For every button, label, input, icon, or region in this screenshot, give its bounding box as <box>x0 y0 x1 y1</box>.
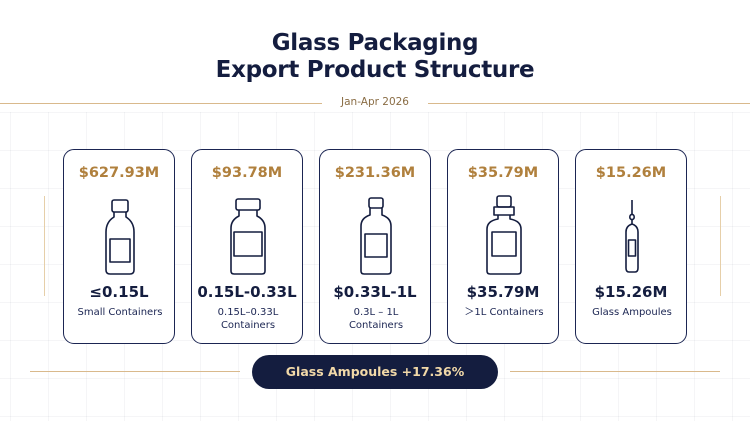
title-line-1: Glass Packaging <box>271 30 479 56</box>
large-bottle-icon <box>486 195 522 275</box>
pill-rule-right <box>510 371 720 372</box>
page-title: Glass Packaging Export Product Structure <box>0 30 750 84</box>
card-glass-ampoules: $15.26M $15.26M Glass Ampoules <box>575 149 687 344</box>
card-description: Glass Ampoules <box>592 307 672 318</box>
highlight-badge: Glass Ampoules +17.36% <box>252 355 498 389</box>
side-line-left <box>44 196 45 296</box>
title-line-2: Export Product Structure <box>215 57 535 83</box>
card-value: $231.36M <box>334 165 416 181</box>
card-0.15l-0.33l-containers: $93.78M 0.15L-0.33L 0.15L–0.33L Containe… <box>191 149 303 344</box>
small-bottle-icon <box>105 199 135 275</box>
card-description: 0.15L–0.33L Containers <box>217 307 279 331</box>
card-small-containers: $627.93M ≤0.15L Small Containers <box>63 149 175 344</box>
side-line-right <box>720 196 721 296</box>
divider-right <box>428 103 750 104</box>
card-value: $35.79M <box>467 165 539 181</box>
card-size: $35.79M <box>466 283 540 301</box>
card-size: 0.15L-0.33L <box>197 283 297 301</box>
divider-left <box>0 103 322 104</box>
jar-icon <box>230 198 266 275</box>
card-size: $15.26M <box>594 283 668 301</box>
pill-rule-left <box>30 371 240 372</box>
card-value: $93.78M <box>211 165 283 181</box>
card-size: ≤0.15L <box>89 283 149 301</box>
ampoule-icon <box>625 200 639 273</box>
card-over-1l-containers: $35.79M $35.79M ＞1L Containers <box>447 149 559 344</box>
medium-bottle-icon <box>360 197 392 275</box>
card-value: $627.93M <box>78 165 160 181</box>
card-description: 0.3L – 1L Containers <box>348 307 404 331</box>
card-description: ＞1L Containers <box>464 307 544 318</box>
card-size: $0.33L-1L <box>333 283 417 301</box>
card-0.3l-1l-containers: $231.36M $0.33L-1L 0.3L – 1L Containers <box>319 149 431 344</box>
card-description: Small Containers <box>77 307 163 318</box>
period-label: Jan-Apr 2026 <box>341 96 409 108</box>
card-value: $15.26M <box>595 165 667 181</box>
